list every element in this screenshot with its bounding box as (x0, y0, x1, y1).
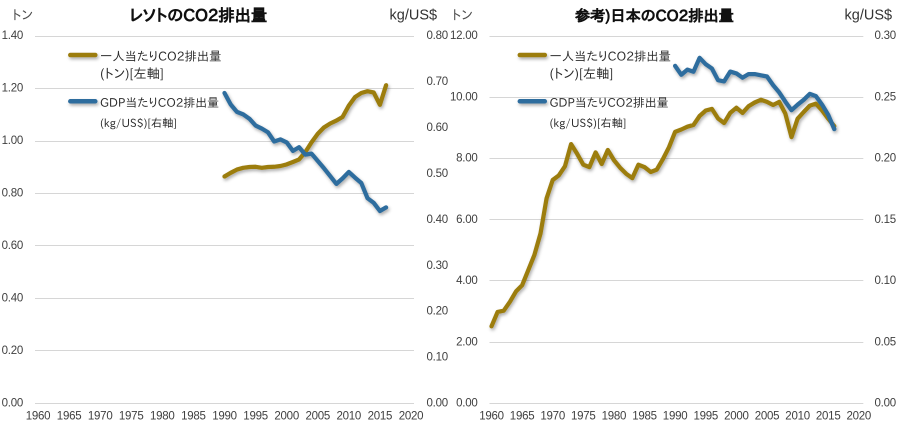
svg-text:1965: 1965 (510, 411, 535, 423)
svg-text:1975: 1975 (571, 411, 596, 423)
svg-text:0.30: 0.30 (875, 30, 896, 42)
svg-text:12.00: 12.00 (450, 30, 478, 42)
svg-text:0.20: 0.20 (875, 153, 896, 165)
svg-text:0.60: 0.60 (427, 122, 448, 134)
svg-text:1965: 1965 (57, 411, 82, 423)
svg-text:2020: 2020 (847, 411, 872, 423)
svg-text:0.60: 0.60 (2, 240, 23, 252)
svg-text:kg/US$: kg/US$ (390, 7, 438, 23)
svg-text:2005: 2005 (306, 411, 331, 423)
svg-text:0.40: 0.40 (2, 293, 23, 305)
svg-text:8.00: 8.00 (456, 153, 477, 165)
svg-text:0.10: 0.10 (427, 352, 448, 364)
svg-text:0.00: 0.00 (2, 398, 23, 410)
svg-text:0.15: 0.15 (875, 214, 896, 226)
svg-text:2000: 2000 (724, 411, 749, 423)
svg-text:2015: 2015 (368, 411, 393, 423)
svg-text:2010: 2010 (785, 411, 810, 423)
svg-text:1995: 1995 (694, 411, 719, 423)
svg-text:0.10: 0.10 (875, 275, 896, 287)
svg-text:1980: 1980 (602, 411, 627, 423)
svg-text:1970: 1970 (88, 411, 113, 423)
svg-text:2015: 2015 (816, 411, 841, 423)
svg-text:0.00: 0.00 (456, 398, 477, 410)
svg-text:10.00: 10.00 (450, 91, 478, 103)
svg-text:0.25: 0.25 (875, 91, 896, 103)
svg-text:kg/US$: kg/US$ (845, 7, 893, 23)
svg-text:1.00: 1.00 (2, 135, 23, 147)
svg-text:2010: 2010 (337, 411, 362, 423)
svg-text:0.70: 0.70 (427, 76, 448, 88)
svg-text:2000: 2000 (274, 411, 299, 423)
svg-text:1960: 1960 (479, 411, 504, 423)
svg-text:0.50: 0.50 (427, 168, 448, 180)
svg-text:1990: 1990 (212, 411, 237, 423)
svg-text:0.80: 0.80 (2, 188, 23, 200)
svg-text:2005: 2005 (755, 411, 780, 423)
svg-text:2.00: 2.00 (456, 336, 477, 348)
svg-text:0.20: 0.20 (427, 306, 448, 318)
svg-text:1.20: 1.20 (2, 83, 23, 95)
svg-text:1985: 1985 (181, 411, 206, 423)
svg-text:0.30: 0.30 (427, 260, 448, 272)
svg-text:1970: 1970 (540, 411, 565, 423)
svg-text:0.40: 0.40 (427, 214, 448, 226)
svg-text:0.05: 0.05 (875, 336, 896, 348)
svg-text:1960: 1960 (26, 411, 51, 423)
svg-text:1985: 1985 (632, 411, 657, 423)
svg-text:6.00: 6.00 (456, 214, 477, 226)
svg-text:0.80: 0.80 (427, 30, 448, 42)
svg-text:4.00: 4.00 (456, 275, 477, 287)
svg-text:1995: 1995 (243, 411, 268, 423)
svg-text:2020: 2020 (399, 411, 424, 423)
svg-text:1980: 1980 (150, 411, 175, 423)
svg-text:0.00: 0.00 (875, 398, 896, 410)
svg-text:1.40: 1.40 (2, 30, 23, 42)
svg-text:1975: 1975 (119, 411, 144, 423)
svg-text:1990: 1990 (663, 411, 688, 423)
svg-text:0.20: 0.20 (2, 345, 23, 357)
svg-text:0.00: 0.00 (427, 398, 448, 410)
